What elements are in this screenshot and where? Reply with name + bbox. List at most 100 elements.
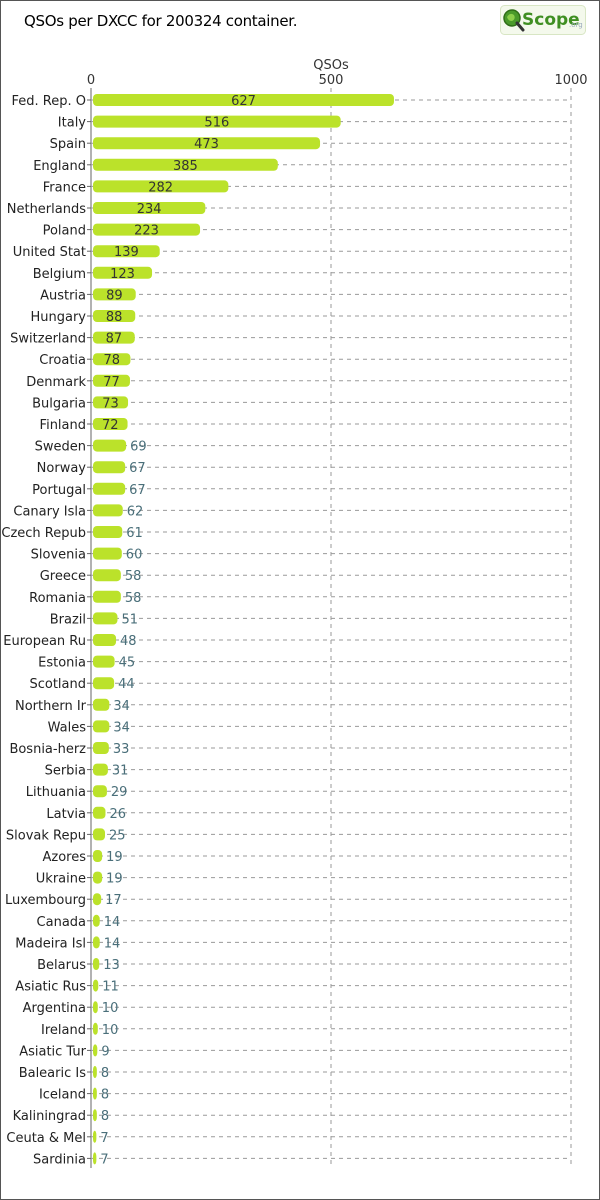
bar <box>93 612 118 625</box>
data-label: 473 <box>194 137 219 152</box>
bar <box>93 1087 97 1100</box>
data-label: 11 <box>102 980 119 995</box>
data-label: 14 <box>104 936 121 951</box>
bar <box>93 547 122 560</box>
category-label: Italy <box>58 116 87 131</box>
category-label: France <box>43 180 86 195</box>
data-label: 61 <box>126 526 143 541</box>
data-label: 8 <box>101 1109 109 1124</box>
bar <box>93 353 131 366</box>
data-label: 34 <box>113 699 130 714</box>
bar <box>93 763 108 776</box>
category-label: Czech Repub <box>1 526 86 541</box>
bar <box>93 1152 97 1165</box>
data-label: 34 <box>113 720 130 735</box>
category-label: Canada <box>37 915 86 930</box>
bar <box>93 266 153 279</box>
data-label: 26 <box>109 807 126 822</box>
data-label: 19 <box>106 872 123 887</box>
bar <box>93 979 99 992</box>
bar <box>93 698 110 711</box>
category-label: Ireland <box>41 1023 86 1038</box>
bar <box>93 396 129 409</box>
bar <box>93 569 121 582</box>
bar <box>93 806 106 819</box>
data-label: 45 <box>119 656 136 671</box>
bar <box>93 850 103 862</box>
category-label: Estonia <box>38 656 86 671</box>
bar <box>93 828 105 841</box>
category-label: Argentina <box>23 1001 86 1016</box>
data-label: 72 <box>102 418 119 433</box>
bar <box>93 720 110 733</box>
bar <box>93 137 321 150</box>
category-label: Wales <box>48 720 87 735</box>
bar <box>93 158 278 171</box>
bar <box>93 1130 97 1143</box>
data-label: 627 <box>231 94 256 109</box>
data-label: 282 <box>148 180 173 195</box>
data-label: 58 <box>125 591 142 606</box>
data-label: 29 <box>111 785 128 800</box>
bar <box>93 180 229 193</box>
category-label: Netherlands <box>7 202 86 217</box>
bar <box>93 1001 98 1014</box>
qscope-logo: Scope .org <box>500 5 586 35</box>
data-label: 73 <box>102 396 119 411</box>
bar <box>93 482 126 495</box>
chart-title: QSOs per DXCC for 200324 container. <box>24 12 298 30</box>
category-label: Sardinia <box>33 1152 86 1167</box>
data-label: 67 <box>129 461 146 476</box>
svg-text:Scope: Scope <box>522 10 580 30</box>
bars-layer <box>93 94 394 1165</box>
category-label: Scotland <box>29 677 86 692</box>
category-label: Austria <box>40 288 86 303</box>
data-label: 67 <box>129 483 146 498</box>
data-label: 123 <box>110 267 135 282</box>
data-label: 10 <box>102 1001 119 1016</box>
category-label: Hungary <box>30 310 86 325</box>
category-label: Asiatic Tur <box>19 1044 86 1059</box>
data-label: 14 <box>104 915 121 930</box>
category-label: Latvia <box>46 807 86 822</box>
category-label: Poland <box>43 224 86 239</box>
data-label: 10 <box>102 1023 119 1038</box>
bar <box>93 655 115 668</box>
category-label: Ceuta & Mel <box>6 1131 86 1146</box>
category-label: Balearic Is <box>19 1066 87 1081</box>
bar <box>93 331 135 344</box>
data-label: 69 <box>130 440 147 455</box>
bar <box>93 742 109 754</box>
category-label: Spain <box>50 137 86 152</box>
data-label: 385 <box>173 159 198 174</box>
bar <box>93 310 136 322</box>
category-label: Bosnia-herz <box>9 742 86 757</box>
category-label: Portugal <box>32 483 86 498</box>
data-label: 7 <box>100 1152 108 1167</box>
bar <box>93 1109 97 1122</box>
category-label: United Stat <box>13 245 86 260</box>
category-label: Luxembourg <box>5 893 86 908</box>
bar <box>93 439 127 452</box>
data-label: 19 <box>106 850 123 865</box>
bar <box>93 374 130 387</box>
category-label: Lithuania <box>26 785 86 800</box>
bar <box>93 785 107 798</box>
bar <box>93 936 100 949</box>
data-label: 13 <box>103 958 120 973</box>
data-label: 223 <box>134 224 159 239</box>
bar <box>93 1066 97 1078</box>
x-tick-label: 0 <box>87 73 95 88</box>
data-label: 8 <box>101 1088 109 1103</box>
x-axis-title: QSOs <box>313 58 349 73</box>
category-label: Brazil <box>50 612 86 627</box>
category-label: Kaliningrad <box>13 1109 86 1124</box>
category-label: Canary Isla <box>13 504 86 519</box>
data-label: 17 <box>105 893 122 908</box>
grid-layer <box>87 88 572 1168</box>
data-label: 60 <box>126 548 143 563</box>
category-label: Bulgaria <box>32 396 86 411</box>
bar <box>93 871 103 884</box>
